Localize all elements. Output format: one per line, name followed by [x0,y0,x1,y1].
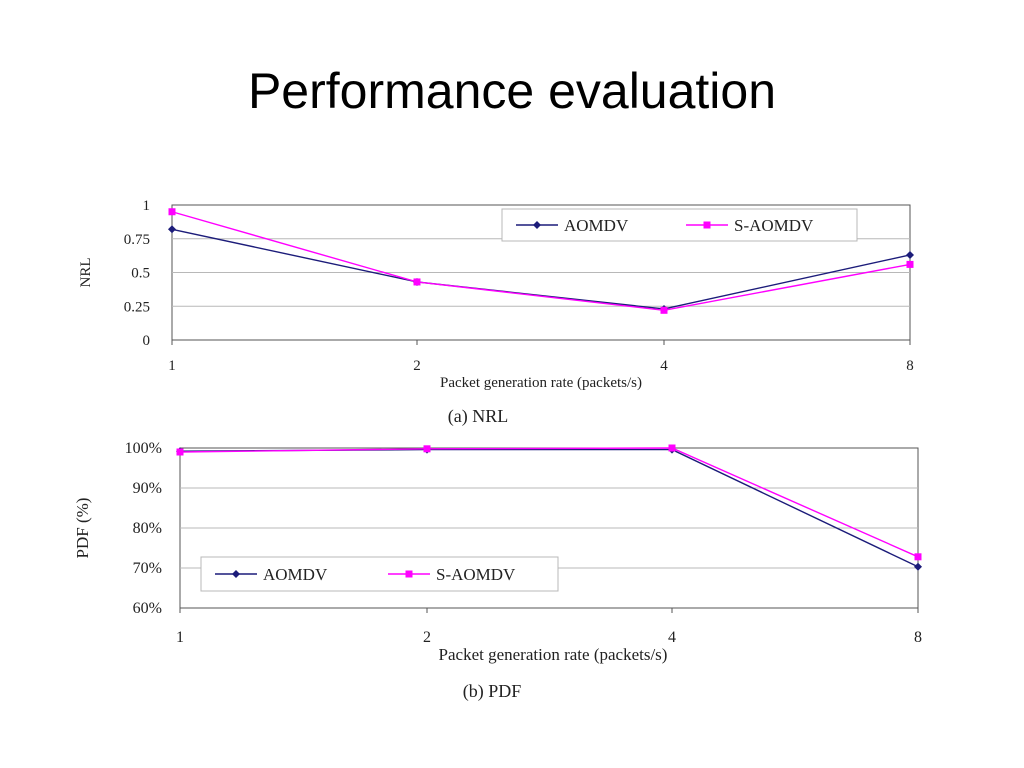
legend-marker-aomdv [533,221,541,229]
y-tick-label: 0.5 [131,266,150,282]
data-point-aomdv [914,562,922,571]
data-point-aomdv [168,225,176,234]
y-tick-label: 60% [133,600,162,617]
slide-title: Performance evaluation [247,63,777,119]
y-tick-label: 70% [133,560,162,577]
y-tick-label: 0 [143,333,151,349]
legend-marker-s-aomdv [405,570,413,578]
y-axis-label: NRL [78,258,94,288]
data-point-s-aomdv [668,444,676,452]
data-point-s-aomdv [423,445,431,453]
legend-box [200,556,559,592]
y-axis-label: PDF (%) [73,498,92,559]
data-point-s-aomdv [906,260,914,268]
x-tick-label: 2 [423,629,431,646]
y-tick-label: 80% [133,520,162,537]
legend-marker-s-aomdv [703,221,711,229]
legend-label-s-aomdv: S-AOMDV [734,216,814,235]
legend-label-aomdv: AOMDV [564,216,629,235]
data-point-s-aomdv [176,448,184,456]
data-point-s-aomdv [168,208,176,216]
y-tick-label: 1 [143,198,151,214]
y-tick-label: 0.25 [124,299,150,315]
data-point-s-aomdv [660,306,668,314]
chart-caption: (b) PDF [463,681,522,702]
chart-nrl: 0 0.25 0.5 0.75 1 1 2 4 8 Packet generation rate … [78,198,914,427]
x-axis-label: Packet generation rate (packets/s) [439,645,668,664]
x-tick-label: 8 [906,358,914,374]
x-tick-label: 2 [413,358,421,374]
x-tick-label: 4 [660,358,668,374]
x-tick-label: 8 [914,629,922,646]
legend-label-aomdv: AOMDV [263,565,328,584]
legend-marker-aomdv [232,570,240,578]
y-tick-label: 100% [125,440,162,457]
chart-pdf: 60% 70% 80% 90% 100% 1 2 4 8 Packet generation ra… [73,440,922,702]
legend-label-s-aomdv: S-AOMDV [436,565,516,584]
x-tick-label: 1 [168,358,176,374]
series-line-s-aomdv [179,447,919,558]
x-axis-label: Packet generation rate (packets/s) [440,375,642,391]
x-tick-label: 1 [176,629,184,646]
x-tick-label: 4 [668,629,676,646]
data-point-s-aomdv [914,553,922,561]
series-line-s-aomdv [171,211,911,312]
y-tick-label: 90% [133,480,162,497]
y-tick-label: 0.75 [124,232,150,248]
chart-caption: (a) NRL [448,406,508,427]
legend-box [501,208,858,242]
data-point-s-aomdv [413,278,421,286]
